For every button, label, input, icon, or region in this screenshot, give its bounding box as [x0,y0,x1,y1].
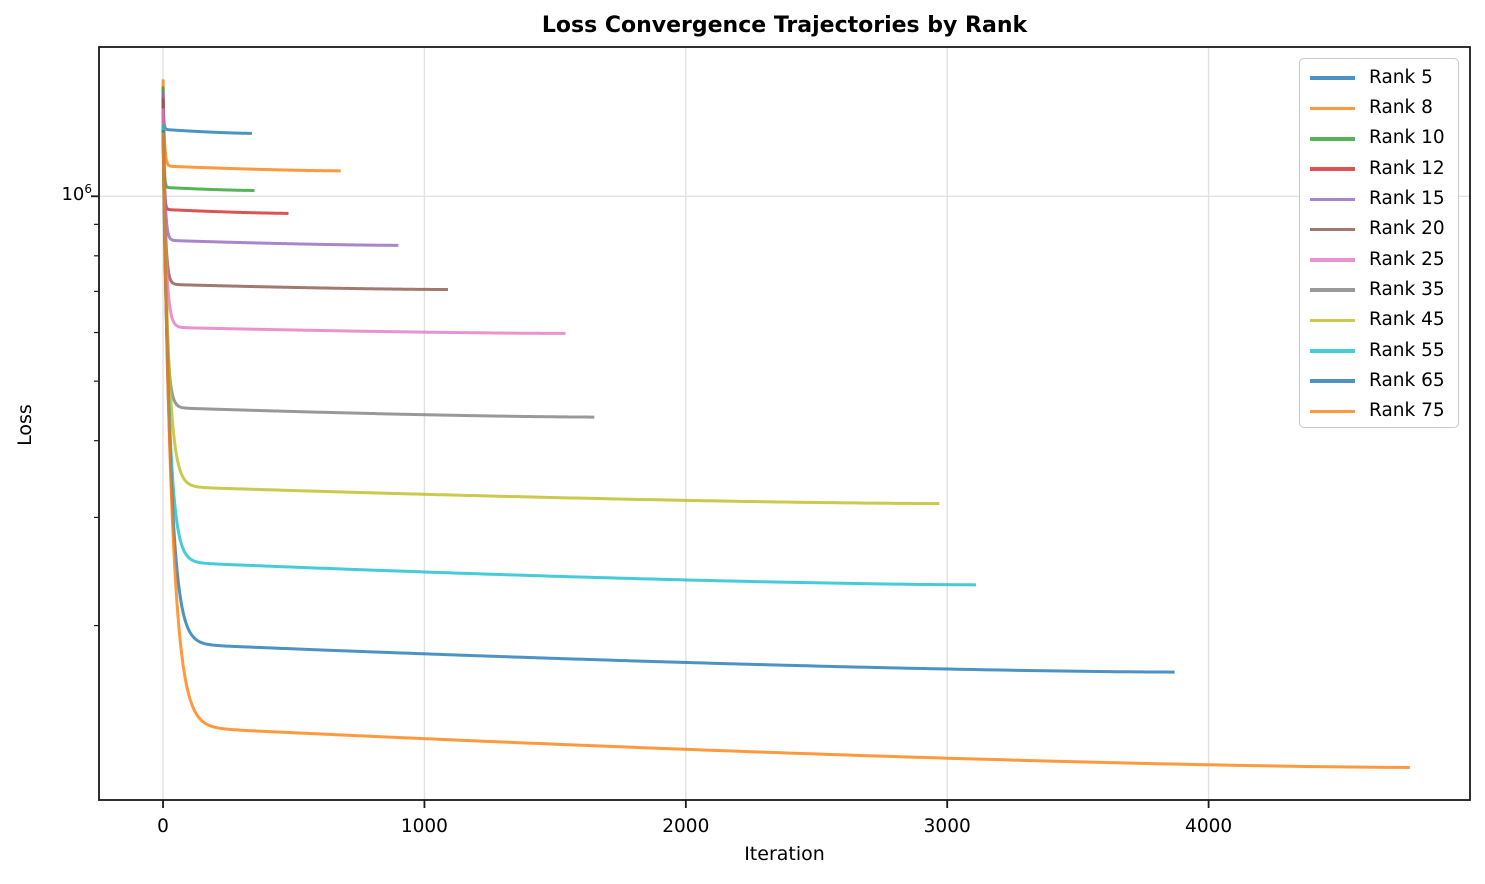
legend-swatch [1310,197,1355,202]
legend-item: Rank 75 [1300,396,1458,426]
legend-item: Rank 65 [1300,366,1458,396]
x-tick-label: 4000 [1185,816,1232,837]
legend-swatch [1310,106,1355,111]
legend-label: Rank 45 [1369,309,1445,331]
series-line-rank-45 [161,126,940,506]
legend-label: Rank 75 [1369,400,1445,422]
legend-label: Rank 15 [1369,188,1445,210]
legend-label: Rank 10 [1369,127,1445,149]
x-tick-label: 0 [157,816,169,837]
series-line-rank-35 [161,124,595,419]
legend-item: Rank 15 [1300,184,1458,214]
chart-title: Loss Convergence Trajectories by Rank [541,13,1028,38]
x-tick-label: 2000 [662,816,709,837]
legend-label: Rank 20 [1369,218,1445,240]
series-line-rank-8 [161,77,341,173]
legend: Rank 5 Rank 8 Rank 10 Rank 12 Rank 15 Rank 20… [1299,58,1459,428]
legend-swatch [1310,318,1355,323]
legend-swatch [1310,136,1355,141]
legend-item: Rank 12 [1300,154,1458,184]
legend-item: Rank 8 [1300,93,1458,123]
y-tick-exponent: 6 [84,182,92,196]
y-tick-base: 10 [61,184,85,205]
series-line-rank-10 [161,84,256,192]
series-line-rank-65 [161,128,1175,674]
legend-item: Rank 25 [1300,245,1458,275]
x-tick-label: 1000 [401,816,448,837]
legend-label: Rank 12 [1369,157,1445,179]
legend-item: Rank 10 [1300,124,1458,154]
series-line-rank-55 [161,122,976,587]
x-axis-label: Iteration [744,843,825,865]
legend-swatch [1310,167,1355,171]
legend-item: Rank 5 [1300,63,1458,93]
legend-item: Rank 20 [1300,214,1458,244]
y-axis-label: Loss [14,404,36,446]
axes-spines [98,46,1471,801]
legend-item: Rank 45 [1300,305,1458,335]
legend-item: Rank 35 [1300,275,1458,305]
legend-item: Rank 55 [1300,336,1458,366]
legend-swatch [1310,288,1355,293]
legend-label: Rank 65 [1369,369,1445,391]
x-tick-labels: 0 1000 2000 3000 4000 [157,816,1232,837]
legend-swatch [1310,409,1355,414]
series-line-rank-20 [161,97,448,292]
x-tick-label: 3000 [924,816,971,837]
legend-label: Rank 8 [1369,97,1433,119]
legend-swatch [1310,227,1355,232]
legend-label: Rank 25 [1369,248,1445,270]
series-line-rank-25 [161,106,566,335]
series-line-rank-75 [161,131,1410,769]
legend-label: Rank 55 [1369,339,1445,361]
y-major-tick-label: 106 [36,182,92,205]
series-line-rank-5 [161,101,253,135]
legend-swatch [1310,379,1355,383]
legend-swatch [1310,258,1355,262]
gridlines [99,47,1470,800]
series-lines [161,77,1410,769]
legend-swatch [1310,76,1355,80]
legend-swatch [1310,349,1355,353]
legend-label: Rank 35 [1369,278,1445,300]
legend-label: Rank 5 [1369,66,1433,88]
axes-frame [91,46,1471,808]
